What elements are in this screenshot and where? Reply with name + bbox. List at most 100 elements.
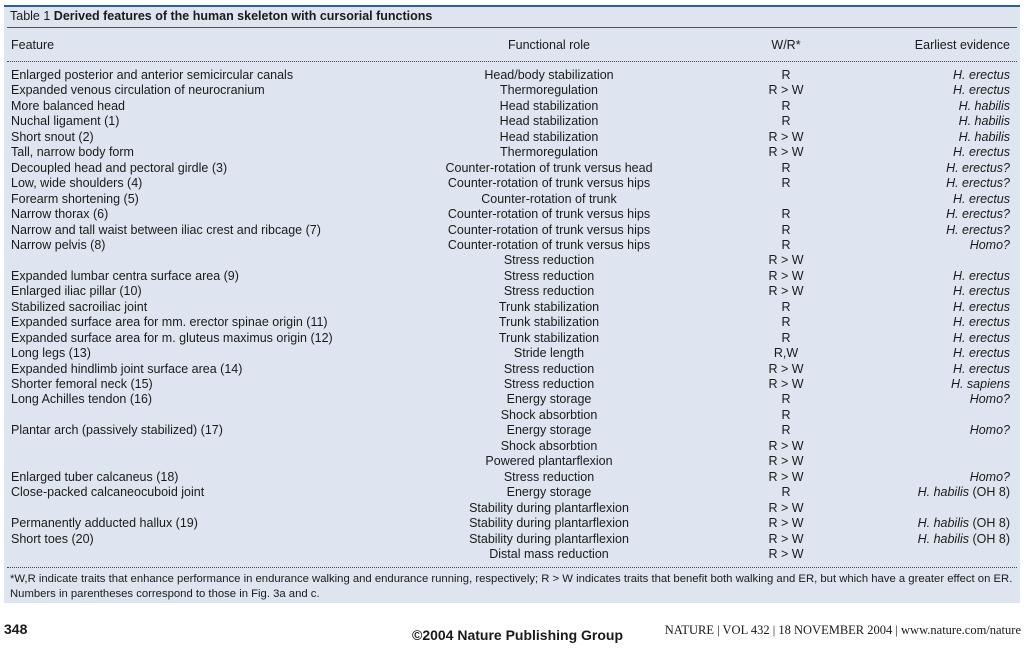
feature-cell: Enlarged iliac pillar (10): [11, 284, 142, 299]
feature-cell: Low, wide shoulders (4): [11, 176, 143, 191]
evidence-taxon: H. erectus: [953, 284, 1010, 299]
evidence-taxon: H. erectus?: [946, 207, 1010, 222]
feature-cell: Narrow and tall waist between iliac cres…: [11, 222, 321, 237]
table-caption: Table 1 Derived features of the human sk…: [10, 9, 432, 23]
evidence-taxon: Homo?: [969, 469, 1010, 484]
table-header: Feature Functional role W/R* Earliest ev…: [4, 38, 1020, 53]
table-row: Short toes (20) Stability during plantarf…: [4, 532, 1020, 547]
wr-cell: R > W: [768, 469, 804, 484]
wr-cell: R: [781, 207, 791, 222]
feature-cell: Short snout (2): [11, 129, 94, 144]
evidence-taxon: H. erectus: [953, 268, 1010, 283]
table-row: Forearm shortening (5) Counter-rotation o…: [4, 192, 1020, 207]
wr-cell: R: [781, 114, 791, 129]
column-header-functional-role: Functional role: [508, 38, 590, 52]
wr-cell: R > W: [768, 516, 804, 531]
evidence-taxon: H. erectus: [953, 83, 1010, 98]
feature-cell: Nuchal ligament (1): [11, 114, 120, 129]
earliest-evidence-cell: H. erectus: [953, 300, 1010, 315]
earliest-evidence-cell: Homo?: [970, 470, 1010, 485]
earliest-evidence-cell: H. erectus: [953, 68, 1010, 83]
evidence-specimen: (OH 8): [972, 516, 1011, 531]
table-row: Stabilized sacroiliac joint Trunk stabili…: [4, 300, 1020, 315]
evidence-taxon: H. habilis: [958, 129, 1010, 144]
table-row: Close-packed calcaneocuboid joint Energy …: [4, 485, 1020, 500]
evidence-taxon: H. habilis: [958, 98, 1010, 113]
table-row: Low, wide shoulders (4) Counter-rotation …: [4, 176, 1020, 191]
wr-cell: R > W: [768, 145, 804, 160]
functional-role-cell: Stress reduction: [503, 469, 595, 484]
earliest-evidence-cell: H. erectus: [953, 362, 1010, 377]
table-row: Narrow thorax (6) Counter-rotation of tru…: [4, 207, 1020, 222]
wr-cell: R > W: [768, 454, 804, 469]
functional-role-cell: Counter-rotation of trunk versus hips: [447, 176, 651, 191]
earliest-evidence-cell: Homo?: [970, 392, 1010, 407]
functional-role-cell: Energy storage: [506, 423, 592, 438]
functional-role-cell: Energy storage: [506, 392, 592, 407]
wr-cell: R > W: [768, 438, 804, 453]
earliest-evidence-cell: H. habilis (OH 8): [918, 485, 1010, 500]
header-rule: [7, 61, 1017, 62]
table-row: Permanently adducted hallux (19) Stabilit…: [4, 516, 1020, 531]
evidence-taxon: H. habilis: [958, 114, 1010, 129]
evidence-taxon: H. habilis: [917, 531, 970, 546]
evidence-taxon: H. erectus: [953, 361, 1010, 376]
functional-role-cell: Stress reduction: [503, 268, 595, 283]
feature-cell: Enlarged tuber calcaneus (18): [11, 469, 179, 484]
earliest-evidence-cell: H. erectus: [953, 346, 1010, 361]
wr-cell: R: [781, 299, 791, 314]
feature-cell: Stabilized sacroiliac joint: [11, 299, 148, 314]
feature-cell: Expanded surface area for m. gluteus max…: [11, 330, 333, 345]
column-header-feature: Feature: [11, 38, 55, 52]
column-header-earliest-evidence: Earliest evidence: [914, 38, 1010, 52]
wr-cell: R > W: [768, 531, 804, 546]
table-row: Decoupled head and pectoral girdle (3) Co…: [4, 161, 1020, 176]
evidence-taxon: H. erectus: [953, 68, 1010, 82]
earliest-evidence-cell: H. erectus?: [946, 223, 1010, 238]
functional-role-cell: Head stabilization: [499, 129, 599, 144]
feature-cell: Short toes (20): [11, 531, 94, 546]
evidence-taxon: H. erectus?: [946, 222, 1010, 237]
wr-cell: R: [781, 330, 791, 345]
earliest-evidence-cell: Homo?: [970, 423, 1010, 438]
functional-role-cell: Thermoregulation: [500, 83, 598, 98]
feature-cell: Shorter femoral neck (15): [11, 377, 153, 391]
evidence-taxon: H. sapiens: [950, 377, 1010, 391]
wr-cell: R,W: [773, 346, 799, 361]
evidence-taxon: H. erectus: [953, 315, 1010, 330]
earliest-evidence-cell: H. habilis: [959, 99, 1010, 114]
table-row: Long legs (13) Stride length R,W H. erectus: [4, 346, 1020, 361]
evidence-taxon: H. erectus: [953, 299, 1010, 314]
functional-role-cell: Counter-rotation of trunk versus hips: [447, 222, 651, 237]
table-row: Long Achilles tendon (16) Energy storage R…: [4, 392, 1020, 407]
functional-role-cell: Stress reduction: [503, 377, 595, 391]
table-row: Powered plantarflexion R > W: [4, 454, 1020, 469]
evidence-taxon: H. erectus?: [946, 176, 1010, 191]
wr-cell: R: [781, 392, 791, 407]
wr-cell: R > W: [768, 546, 804, 561]
functional-role-cell: Distal mass reduction: [489, 546, 609, 561]
earliest-evidence-cell: H. erectus: [953, 269, 1010, 284]
feature-cell: Permanently adducted hallux (19): [11, 516, 198, 531]
earliest-evidence-cell: H. habilis: [959, 130, 1010, 145]
feature-cell: Tall, narrow body form: [11, 145, 134, 160]
wr-cell: R: [781, 176, 791, 191]
table-row: Narrow pelvis (8) Counter-rotation of tru…: [4, 238, 1020, 253]
earliest-evidence-cell: Homo?: [970, 238, 1010, 253]
feature-cell: Expanded venous circulation of neurocran…: [11, 83, 265, 98]
feature-cell: Long legs (13): [11, 346, 91, 361]
feature-cell: Narrow pelvis (8): [11, 237, 106, 252]
feature-cell: Enlarged posterior and anterior semicirc…: [11, 68, 294, 82]
earliest-evidence-cell: H. erectus?: [946, 176, 1010, 191]
earliest-evidence-cell: H. erectus: [953, 331, 1010, 346]
column-header-wr: W/R*: [771, 38, 801, 52]
wr-cell: R > W: [768, 500, 804, 515]
wr-cell: R: [781, 68, 791, 82]
feature-cell: Expanded lumbar centra surface area (9): [11, 268, 239, 283]
functional-role-cell: Counter-rotation of trunk versus hips: [447, 237, 651, 252]
earliest-evidence-cell: H. habilis: [959, 114, 1010, 129]
functional-role-cell: Counter-rotation of trunk: [481, 191, 617, 206]
earliest-evidence-cell: H. erectus: [953, 315, 1010, 330]
functional-role-cell: Stability during plantarflexion: [469, 500, 629, 515]
earliest-evidence-cell: H. sapiens: [951, 377, 1010, 392]
